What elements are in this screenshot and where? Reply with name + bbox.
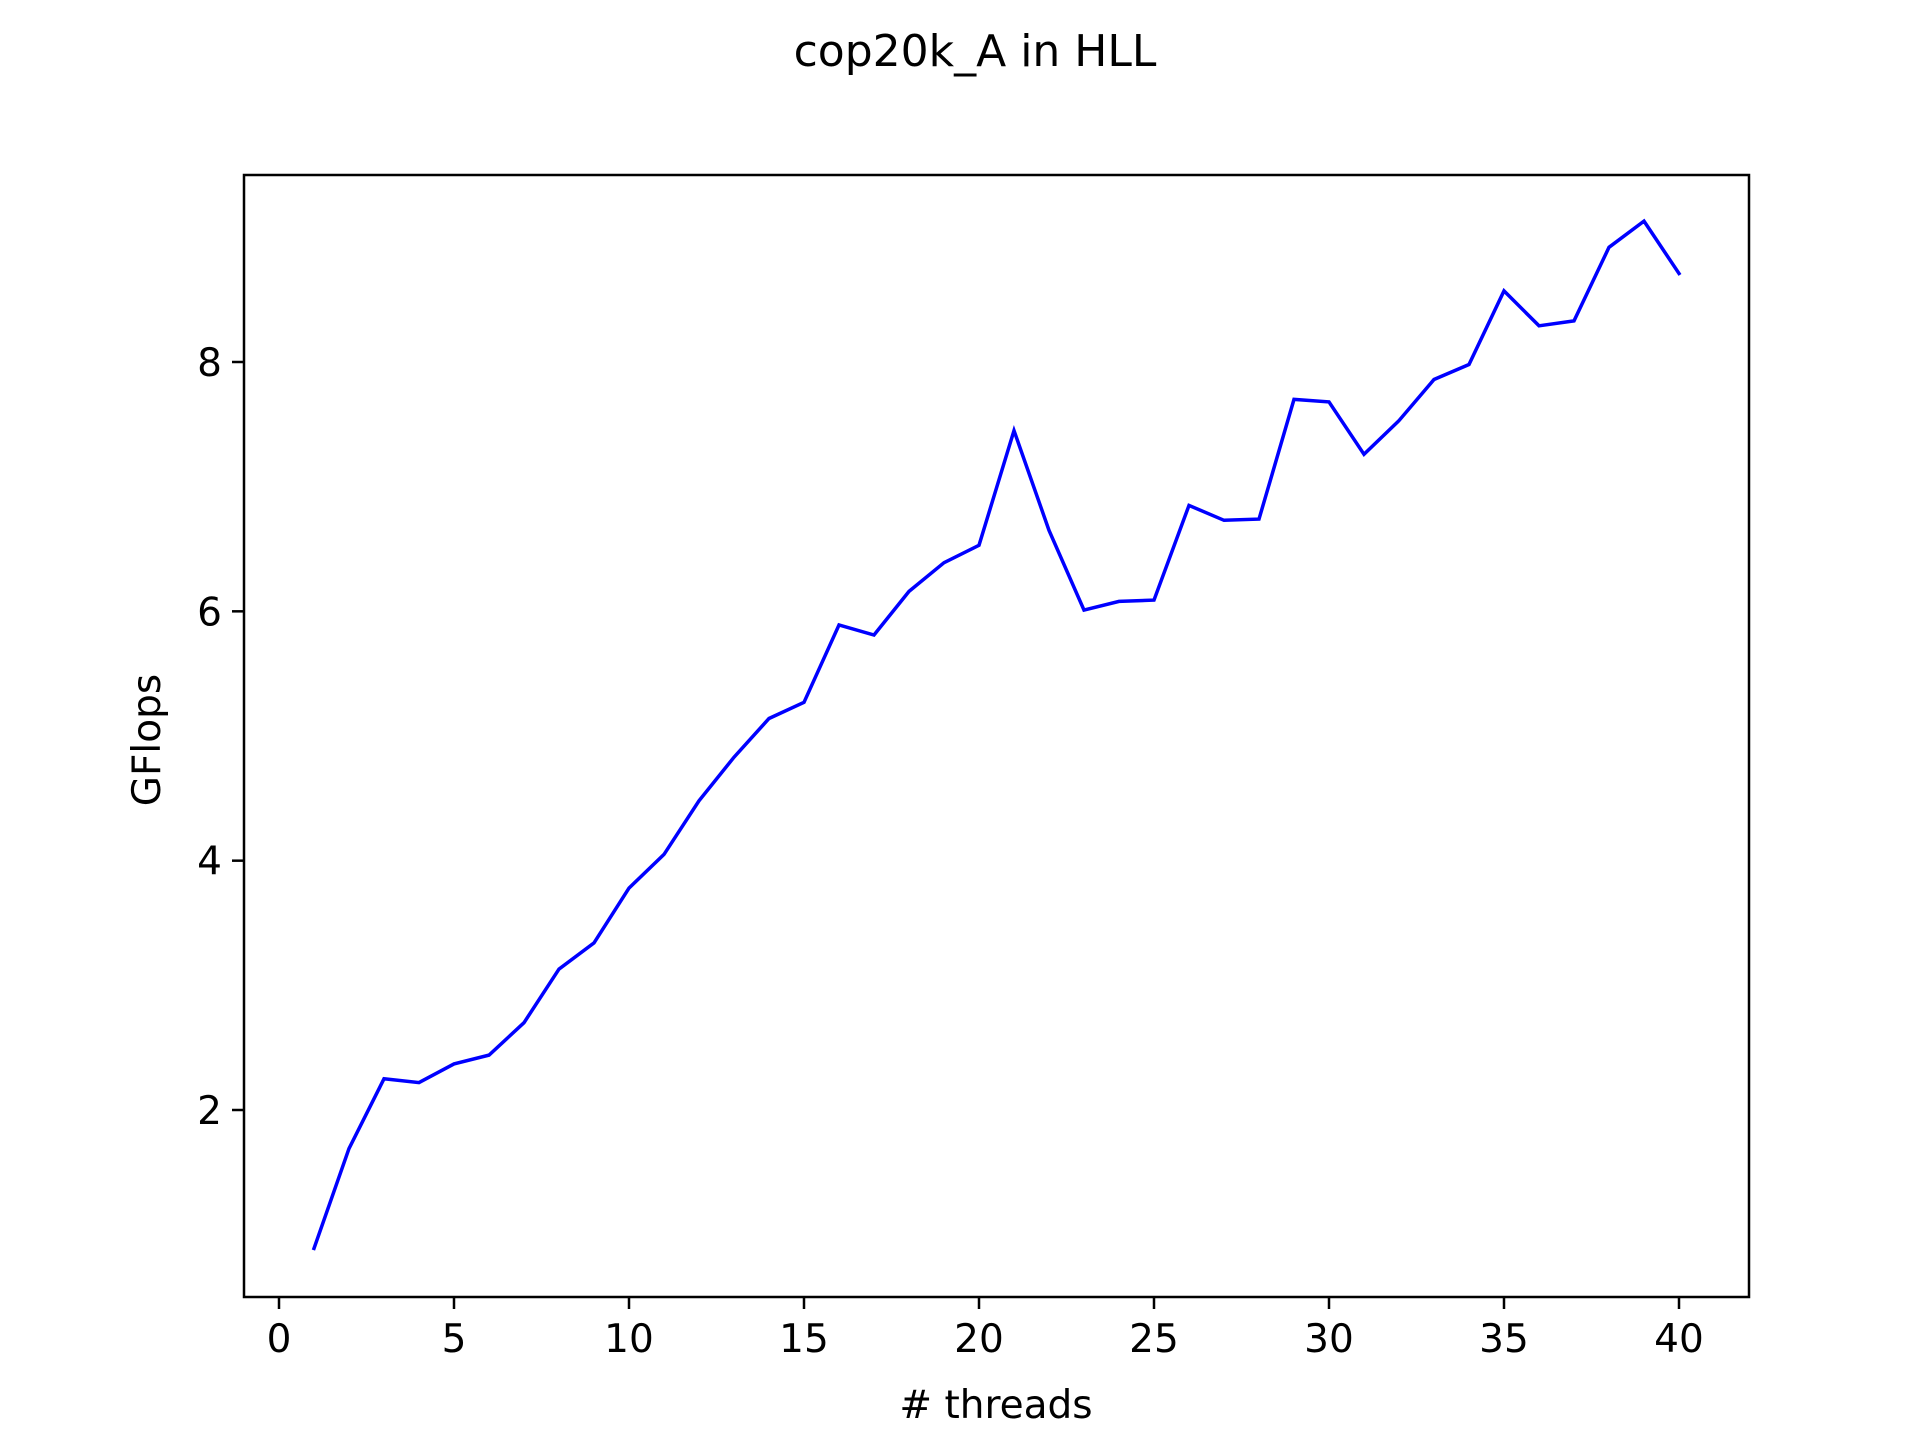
x-tick-label: 15 (779, 1317, 829, 1362)
axes-frame (242, 173, 1751, 1299)
chart-title: cop20k_A in HLL (794, 26, 1157, 77)
y-axis: 2 4 6 8 (197, 341, 244, 1134)
y-tick-label: 6 (197, 590, 222, 635)
x-axis: 0 5 10 15 20 25 30 35 40 (267, 1297, 1704, 1362)
x-axis-label: # threads (899, 1383, 1092, 1428)
y-tick-label: 8 (197, 341, 222, 386)
x-tick-label: 5 (442, 1317, 467, 1362)
plot-area (311, 218, 1682, 1251)
y-tick-label: 4 (197, 840, 222, 885)
x-tick-label: 10 (604, 1317, 654, 1362)
series-line (311, 218, 1682, 1251)
x-tick-label: 20 (954, 1317, 1004, 1362)
x-tick-label: 40 (1654, 1317, 1704, 1362)
x-tick-label: 35 (1479, 1317, 1529, 1362)
x-tick-label: 0 (267, 1317, 292, 1362)
x-tick-label: 30 (1304, 1317, 1354, 1362)
x-tick-label: 25 (1129, 1317, 1179, 1362)
y-axis-label: GFlops (125, 674, 170, 806)
y-tick-label: 2 (197, 1089, 222, 1134)
